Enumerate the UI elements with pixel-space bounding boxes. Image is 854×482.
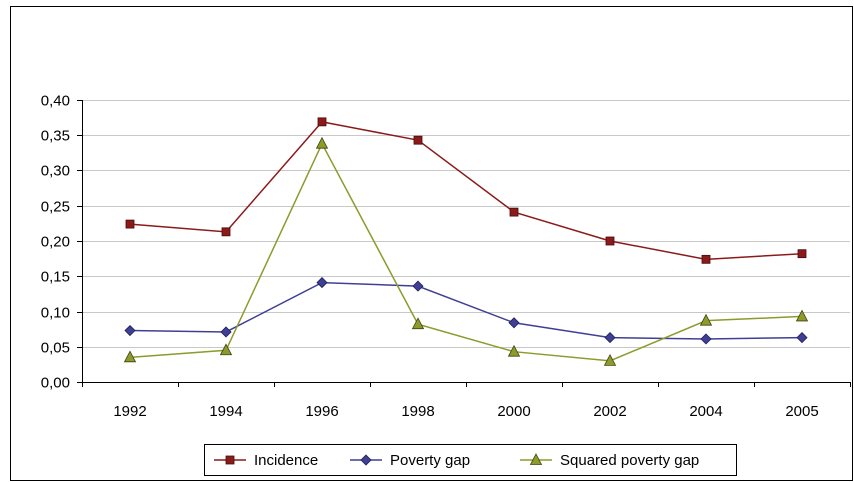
legend-box [204, 444, 737, 476]
y-tick-label: 0,20 [41, 234, 70, 251]
y-tick-label: 0,05 [41, 340, 70, 357]
series-line [129, 142, 803, 362]
data-point [220, 326, 232, 338]
x-tick-label: 1994 [209, 403, 242, 420]
data-point [603, 353, 617, 366]
x-tick-label: 2004 [689, 403, 722, 420]
legend-marker [360, 454, 372, 466]
data-point [604, 332, 616, 344]
x-tick-label: 1996 [305, 403, 338, 420]
legend: Incidence Poverty gap Squared poverty gap [204, 444, 737, 476]
data-point [413, 135, 423, 145]
data-point [125, 219, 135, 229]
data-point [508, 317, 520, 329]
data-point [795, 309, 809, 322]
legend-entry: Squared poverty gap [520, 452, 699, 469]
data-point [316, 277, 328, 289]
y-tick-label: 0,15 [41, 269, 70, 286]
data-point [700, 333, 712, 345]
series-squared-poverty-gap [123, 136, 809, 366]
data-point [412, 280, 424, 292]
data-point [315, 136, 329, 149]
series-layer [123, 117, 809, 366]
data-point [699, 313, 713, 326]
legend-entry: Poverty gap [350, 452, 470, 469]
y-tick-label: 0,00 [41, 375, 70, 392]
data-point [124, 324, 136, 337]
x-tick-label: 1998 [401, 403, 434, 420]
data-point [219, 343, 233, 356]
axis-layer: 0,00 0,05 0,10 0,15 0,20 0,25 0,30 0,35 0,40 1992… [41, 93, 851, 420]
grid-layer [82, 100, 850, 348]
data-point [507, 344, 521, 357]
series-incidence [125, 117, 807, 264]
y-tick-label: 0,35 [41, 128, 70, 145]
data-point [701, 254, 711, 264]
series-line [129, 121, 803, 261]
x-tick-label: 2002 [593, 403, 626, 420]
data-point [797, 249, 807, 259]
y-tick-label: 0,10 [41, 305, 70, 322]
y-tick-label: 0,40 [41, 93, 70, 110]
legend-marker [225, 455, 235, 465]
x-tick-label: 2000 [497, 403, 530, 420]
legend-marker [529, 453, 543, 465]
legend-entry: Incidence [214, 452, 318, 469]
series-line [129, 281, 803, 340]
y-tick-label: 0,30 [41, 163, 70, 180]
legend-label: Squared poverty gap [560, 452, 699, 469]
y-tick-label: 0,25 [41, 199, 70, 216]
data-point [123, 350, 137, 363]
chart-border [10, 6, 853, 481]
data-point [796, 332, 808, 344]
series-poverty-gap [124, 277, 808, 345]
data-point [317, 117, 327, 127]
data-point [411, 317, 425, 330]
legend-label: Poverty gap [390, 452, 470, 469]
legend-label: Incidence [254, 452, 318, 469]
data-point [605, 236, 615, 246]
data-point [221, 227, 231, 237]
x-tick-label: 1992 [113, 403, 146, 420]
data-point [509, 207, 519, 217]
x-tick-label: 2005 [785, 403, 818, 420]
